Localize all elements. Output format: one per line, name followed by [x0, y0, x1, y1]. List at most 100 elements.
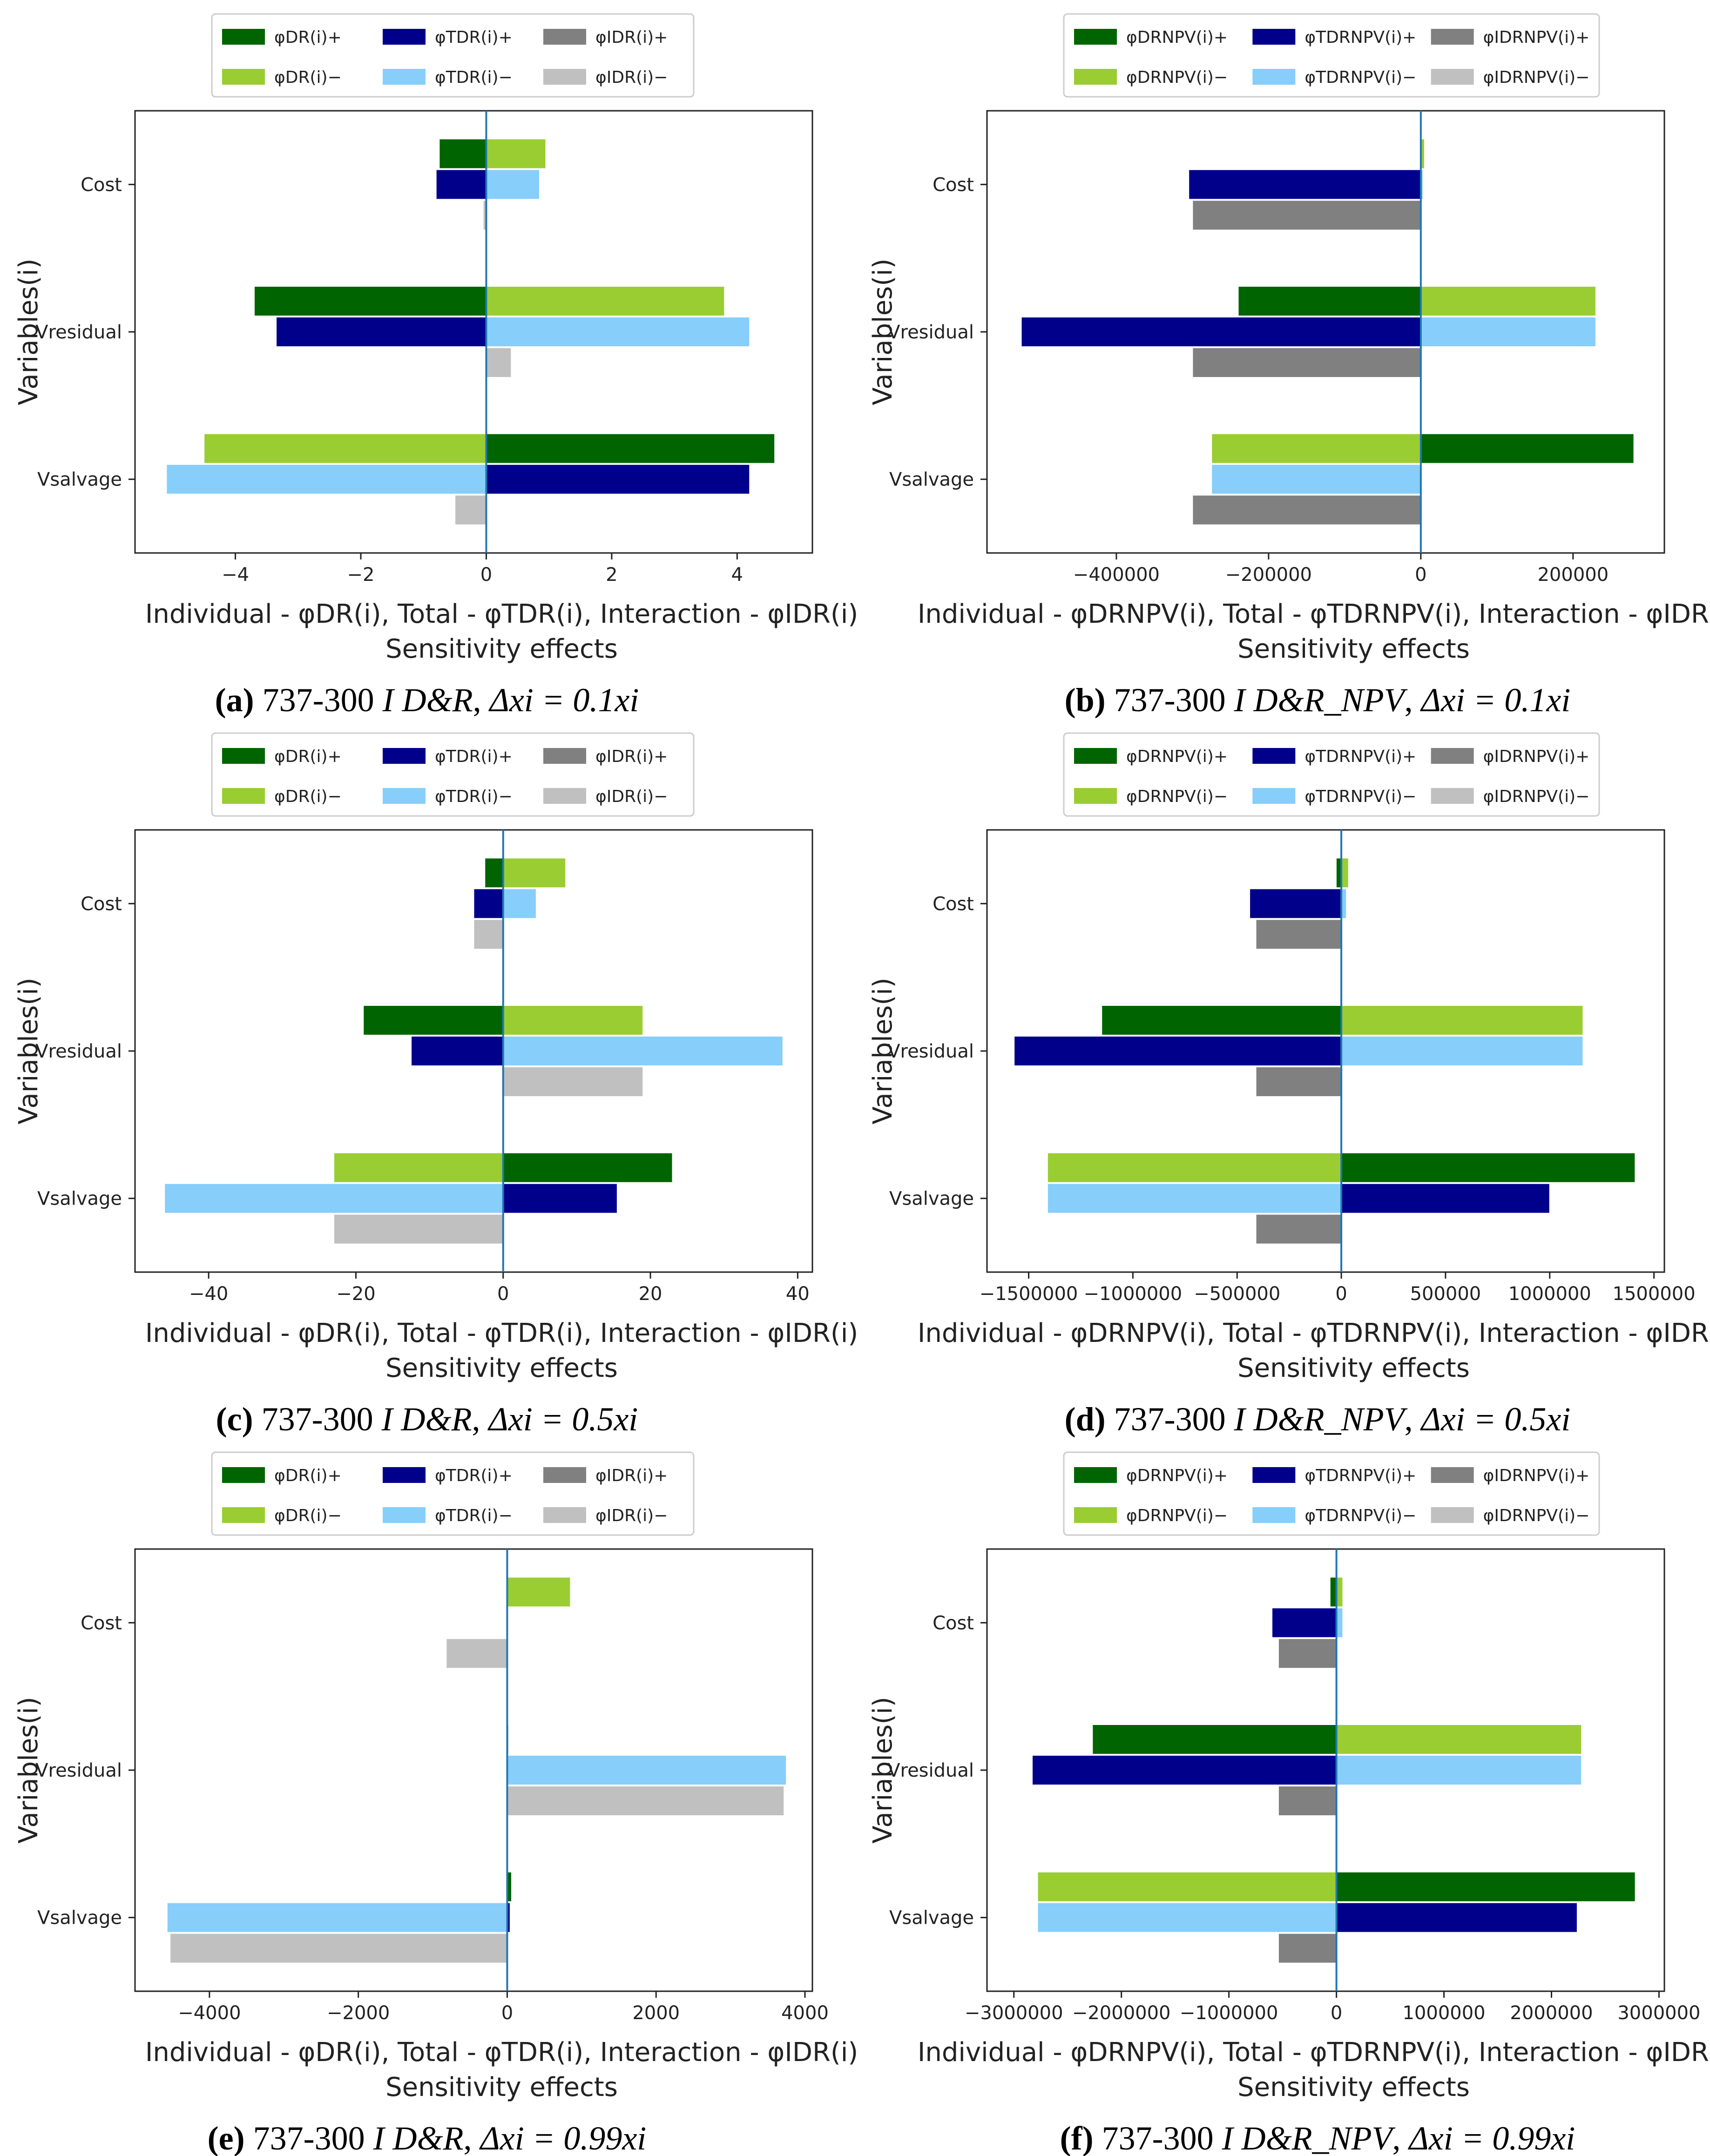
x-axis-label: Individual - φDR(i), Total - φTDR(i), In…: [145, 2037, 858, 2068]
legend-swatch-6: [543, 1507, 586, 1523]
legend-label-2: φDR(i)−: [274, 68, 342, 87]
bar-cost-series-2: [486, 138, 547, 169]
legend-swatch-1: [1074, 29, 1117, 45]
bar-vresidual-series-5: [1255, 1066, 1342, 1097]
xtick-label-1: −4000: [178, 2002, 241, 2024]
legend-label-3: φTDRNPV(i)+: [1304, 28, 1416, 47]
ytick-label-3: Vsalvage: [889, 1907, 974, 1929]
legend-label-3: φTDR(i)+: [435, 28, 513, 47]
ytick-label-3: Vsalvage: [37, 1188, 122, 1210]
bar-vresidual-series-4: [1341, 1036, 1584, 1066]
legend-swatch-2: [1074, 788, 1117, 804]
legend-label-3: φTDR(i)+: [435, 747, 513, 766]
legend-swatch-1: [1074, 1467, 1117, 1483]
bar-cost-series-1: [484, 857, 504, 889]
bar-cost-series-4: [502, 888, 537, 919]
caption: (c) 737-300 I D&R, Δxi = 0.5xi: [216, 1401, 638, 1438]
xtick-label-5: 40: [786, 1283, 810, 1305]
bar-vsalvage-series-1: [502, 1152, 673, 1183]
legend-swatch-6: [1431, 1507, 1474, 1523]
legend-swatch-1: [222, 1467, 265, 1483]
bar-cost-series-3: [1271, 1607, 1337, 1638]
bar-cost-series-5: [1192, 200, 1421, 231]
bar-vsalvage-series-5: [1277, 1933, 1337, 1964]
legend-label-6: φIDRNPV(i)−: [1483, 787, 1590, 806]
xtick-label-5: 4000: [781, 2002, 829, 2024]
ytick-label-1: Cost: [81, 893, 122, 915]
legend: φDRNPV(i)+ φDRNPV(i)− φTDRNPV(i)+ φTDRNPV(i…: [1063, 13, 1600, 98]
legend-swatch-5: [1431, 29, 1474, 45]
caption-label: (e): [208, 2120, 245, 2156]
xtick-label-6: 2000000: [1510, 2002, 1593, 2024]
caption-text: 737-300: [1106, 681, 1234, 719]
legend-swatch-6: [1431, 788, 1474, 804]
bar-vresidual-series-2: [502, 1005, 644, 1036]
bar-vresidual-series-2: [1420, 286, 1596, 317]
bar-vsalvage-series-5: [1192, 494, 1421, 526]
legend-label-6: φIDR(i)−: [595, 1506, 668, 1525]
bar-vresidual-series-4: [507, 1755, 787, 1785]
caption-label: (d): [1065, 1401, 1106, 1438]
bar-vresidual-series-3: [1021, 317, 1421, 347]
legend-label-2: φDRNPV(i)−: [1126, 1506, 1228, 1525]
legend-swatch-3: [1252, 1467, 1296, 1483]
legend-label-4: φTDRNPV(i)−: [1304, 787, 1416, 806]
xtick-label-2: −1000000: [1084, 1283, 1183, 1305]
xtick-label-4: 0: [1331, 2002, 1342, 2024]
bar-vresidual-series-3: [1032, 1755, 1337, 1785]
legend-label-5: φIDR(i)+: [595, 28, 668, 47]
x-axis-label: Individual - φDR(i), Total - φTDR(i), In…: [145, 599, 858, 629]
bar-vsalvage-series-3: [486, 464, 750, 495]
bar-vsalvage-series-1: [486, 433, 776, 464]
bar-vsalvage-series-4: [166, 464, 487, 495]
legend-label-5: φIDRNPV(i)+: [1483, 747, 1590, 766]
ytick-label-3: Vsalvage: [37, 1907, 122, 1929]
xtick-label-4: 2: [606, 564, 617, 586]
xtick-label-3: −1000000: [1180, 2002, 1278, 2024]
bar-vresidual-series-3: [411, 1036, 504, 1066]
bar-vresidual-series-1: [253, 286, 487, 317]
ytick-label-3: Vsalvage: [37, 469, 122, 491]
bar-vsalvage-series-6: [454, 494, 487, 526]
chart-panel-b: φDRNPV(i)+ φDRNPV(i)− φTDRNPV(i)+ φTDRNPV(i…: [868, 13, 1710, 719]
caption-metric: I D&R_NPV: [1234, 681, 1408, 719]
caption: (d) 737-300 I D&R_NPV, Δxi = 0.5xi: [1065, 1401, 1571, 1438]
y-axis-label: Variables(i): [14, 258, 44, 405]
bar-cost-series-3: [473, 888, 504, 919]
x-axis-sublabel: Sensitivity effects: [385, 1353, 618, 1383]
bar-vsalvage-series-1: [1341, 1152, 1636, 1183]
bar-vsalvage-series-3: [1336, 1902, 1578, 1933]
bar-vsalvage-series-2: [1211, 433, 1421, 464]
legend: φDR(i)+ φDR(i)− φTDR(i)+ φTDR(i)− φIDR(i)+ φI…: [211, 13, 695, 98]
bar-vresidual-series-5: [1277, 1785, 1337, 1816]
ytick-label-2: Vresidual: [35, 322, 122, 343]
bar-cost-series-3: [435, 169, 487, 200]
bar-cost-series-2: [507, 1577, 571, 1608]
bar-cost-series-2: [1336, 1577, 1344, 1608]
caption-step: Δxi = 0.5xi: [1420, 1401, 1571, 1438]
caption-sep: ,: [1392, 2120, 1409, 2156]
xtick-label-4: 20: [639, 1283, 662, 1305]
xtick-label-7: 3000000: [1617, 2002, 1700, 2024]
legend-label-2: φDR(i)−: [274, 1506, 342, 1525]
legend-swatch-2: [222, 788, 265, 804]
xtick-label-5: 500000: [1410, 1283, 1481, 1305]
legend-label-2: φDRNPV(i)−: [1126, 68, 1228, 87]
bar-vresidual-series-4: [502, 1036, 784, 1066]
y-axis-label: Variables(i): [868, 1697, 898, 1843]
caption-sep: ,: [472, 1401, 489, 1438]
legend-label-5: φIDRNPV(i)+: [1483, 1466, 1590, 1485]
legend-swatch-2: [222, 69, 265, 85]
bar-vresidual-series-3: [276, 317, 487, 347]
ytick-label-1: Cost: [81, 1612, 122, 1634]
caption-metric: I D&R_NPV: [1222, 2120, 1396, 2156]
caption-label: (a): [215, 681, 254, 719]
legend-label-1: φDR(i)+: [274, 1466, 342, 1485]
y-axis-label: Variables(i): [868, 977, 898, 1124]
bar-vresidual-series-5: [1192, 347, 1421, 378]
x-axis-label: Individual - φDR(i), Total - φTDR(i), In…: [145, 1318, 858, 1348]
xtick-label-6: 1000000: [1508, 1283, 1591, 1305]
legend-label-4: φTDRNPV(i)−: [1304, 1506, 1416, 1525]
legend-label-1: φDRNPV(i)+: [1126, 1466, 1228, 1485]
bar-vresidual-series-6: [507, 1785, 785, 1816]
